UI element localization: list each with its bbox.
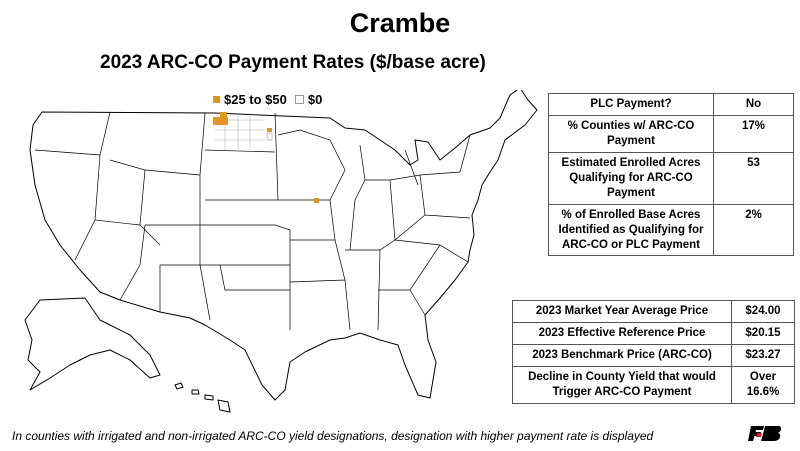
map-subtitle: 2023 ARC-CO Payment Rates ($/base acre) [100,52,486,73]
row-label: 2023 Effective Reference Price [512,321,732,345]
map-legend: $25 to $50 $0 [213,92,322,107]
row-value: $24.00 [731,300,795,323]
legend-label-25-50: $25 to $50 [224,92,287,107]
row-value: $23.27 [731,343,795,367]
row-value: $20.15 [731,321,795,345]
row-value: Over 16.6% [731,365,795,404]
hawaii-islands [174,382,231,413]
row-label: 2023 Benchmark Price (ARC-CO) [512,343,732,367]
page-title: Crambe [349,8,451,38]
contiguous-us-outline [29,90,538,401]
county-25-50 [267,128,272,132]
table-row: 2023 Effective Reference Price $20.15 [512,321,795,345]
alaska-outline [24,297,161,391]
row-label: Estimated Enrolled Acres Qualifying for … [548,151,714,205]
county-25-50 [213,117,228,125]
table-row: Decline in County Yield that would Trigg… [512,365,795,404]
nd-county-borders [215,113,265,150]
row-label: % Counties w/ ARC-CO Payment [548,114,714,153]
row-value: 17% [713,114,794,153]
farm-bureau-logo-icon [748,426,782,441]
table-row: 2023 Market Year Average Price $24.00 [512,300,795,323]
row-label: Decline in County Yield that would Trigg… [512,365,732,404]
legend-swatch-orange [213,96,220,103]
table-row: % Counties w/ ARC-CO Payment 17% [548,114,794,153]
row-value: 2% [713,203,794,257]
table-row: Estimated Enrolled Acres Qualifying for … [548,151,794,205]
footnote: In counties with irrigated and non-irrig… [12,429,654,443]
row-value: No [713,93,794,116]
legend-swatch-white [294,95,304,104]
county-25-50 [314,198,319,203]
county-0 [266,132,273,141]
table-row: PLC Payment? No [548,93,794,116]
table-row: 2023 Benchmark Price (ARC-CO) $23.27 [512,343,795,367]
row-label: % of Enrolled Base Acres Identified as Q… [548,203,714,257]
row-label: 2023 Market Year Average Price [512,300,732,323]
payment-counties [213,112,319,203]
price-table: 2023 Market Year Average Price $24.00 202… [512,300,795,404]
us-county-map [24,90,538,413]
state-borders [34,111,471,331]
table-row: % of Enrolled Base Acres Identified as Q… [548,203,794,257]
row-label: PLC Payment? [548,93,714,116]
summary-table: PLC Payment? No % Counties w/ ARC-CO Paym… [548,93,794,257]
legend-label-0: $0 [307,92,323,107]
row-value: 53 [713,151,794,205]
county-25-50 [220,112,227,118]
